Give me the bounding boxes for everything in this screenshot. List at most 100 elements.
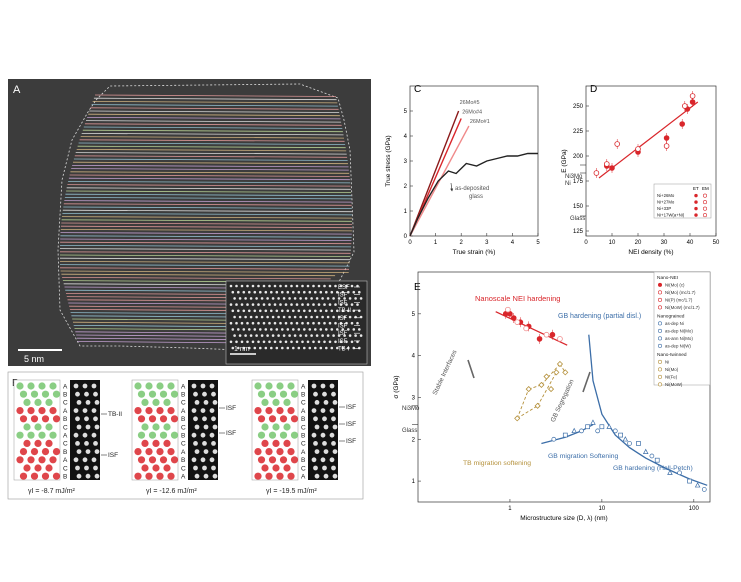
atom-column xyxy=(274,341,277,344)
atom xyxy=(31,448,38,455)
haadf-column xyxy=(86,425,91,430)
stack-letter: A xyxy=(63,457,68,464)
atom xyxy=(34,399,41,406)
atom xyxy=(49,456,56,463)
atom-column xyxy=(233,334,236,337)
atom-column xyxy=(351,341,354,344)
haadf-column xyxy=(210,384,215,389)
atom-column xyxy=(351,285,354,288)
defect-tag: ISF xyxy=(226,430,236,437)
haadf-column xyxy=(204,425,209,430)
atom-column xyxy=(244,334,247,337)
atom xyxy=(261,423,268,430)
haadf-column xyxy=(195,400,200,405)
stack-letter: C xyxy=(301,424,306,431)
haadf-column xyxy=(201,408,206,413)
y-tick-label: 3 xyxy=(412,395,416,401)
y-tick-label: 150 xyxy=(573,204,584,210)
stack-letter: B xyxy=(181,392,185,399)
haadf-column xyxy=(83,457,88,462)
atom-column xyxy=(241,322,244,325)
atom-column xyxy=(285,303,288,306)
atom xyxy=(16,432,23,439)
atom-column xyxy=(243,310,246,313)
atom-column xyxy=(312,285,315,288)
atom-column xyxy=(279,303,282,306)
haadf-column xyxy=(75,466,80,471)
atom xyxy=(283,399,290,406)
atom xyxy=(31,391,38,398)
legend-marker-filled xyxy=(694,194,697,197)
haadf-column xyxy=(210,433,215,438)
haadf-column xyxy=(321,408,326,413)
legend-item-label: as-dep Ni xyxy=(665,321,684,326)
atom-column xyxy=(274,285,277,288)
legend-marker xyxy=(658,329,661,332)
atom-column xyxy=(281,328,284,331)
atom-column xyxy=(252,322,255,325)
haadf-column xyxy=(211,392,216,397)
atom xyxy=(276,382,283,389)
atom xyxy=(141,399,148,406)
atom-column xyxy=(290,341,293,344)
haadf-column xyxy=(83,384,88,389)
atom-column xyxy=(232,328,235,331)
data-point xyxy=(549,387,554,392)
atom-column xyxy=(233,316,236,319)
haadf-column xyxy=(315,400,320,405)
data-point xyxy=(537,337,542,342)
atom-column xyxy=(235,322,238,325)
haadf-column xyxy=(193,392,198,397)
atom-column xyxy=(360,334,363,337)
haadf-column xyxy=(204,449,209,454)
y-axis-label: True stress (GPa) xyxy=(385,135,392,186)
haadf-column xyxy=(324,474,329,479)
haadf-column xyxy=(333,425,338,430)
atom-column xyxy=(272,334,275,337)
haadf-column xyxy=(192,433,197,438)
atom-column xyxy=(281,291,284,294)
y-tick-label: 2 xyxy=(412,437,416,443)
haadf-column xyxy=(202,441,207,446)
atom-column xyxy=(257,341,260,344)
legend-row-label: Ni+27Mo xyxy=(657,200,675,205)
atom-column xyxy=(246,303,249,306)
stack-letter: B xyxy=(63,474,67,481)
haadf-column xyxy=(313,392,318,397)
haadf-column xyxy=(213,425,218,430)
stacking-models: ABCABCACBACBTB-IIISFγI = -8.7 mJ/m²ABCAB… xyxy=(14,380,356,495)
x-tick-label: 40 xyxy=(687,240,694,246)
atom-column xyxy=(332,316,335,319)
defect-tag: TB-II xyxy=(108,411,122,418)
stack-letter: B xyxy=(301,457,305,464)
atom xyxy=(171,432,178,439)
stack-letter: C xyxy=(181,441,186,448)
atom-column xyxy=(241,303,244,306)
atom xyxy=(45,440,52,447)
atom xyxy=(53,391,60,398)
atom-column xyxy=(323,285,326,288)
atom xyxy=(149,415,156,422)
legend-group-title: Nano-twinned xyxy=(657,352,687,358)
atom-column xyxy=(263,285,266,288)
atom-column xyxy=(237,291,240,294)
haadf-column xyxy=(201,384,206,389)
haadf-column xyxy=(75,441,80,446)
haadf-column xyxy=(202,416,207,421)
atom-column xyxy=(323,303,326,306)
atom-column xyxy=(290,303,293,306)
segregation-arrow xyxy=(583,372,590,392)
data-point xyxy=(695,483,699,487)
atom-column xyxy=(347,328,350,331)
atom-column xyxy=(285,341,288,344)
atom-column xyxy=(316,316,319,319)
haadf-column xyxy=(315,425,320,430)
data-point xyxy=(650,454,654,458)
atom-column xyxy=(290,322,293,325)
atom xyxy=(254,382,261,389)
data-point xyxy=(579,429,583,433)
x-tick-label: 2 xyxy=(460,240,464,246)
haadf-column xyxy=(75,392,80,397)
stack-letter: B xyxy=(63,449,67,456)
haadf-column xyxy=(333,400,338,405)
